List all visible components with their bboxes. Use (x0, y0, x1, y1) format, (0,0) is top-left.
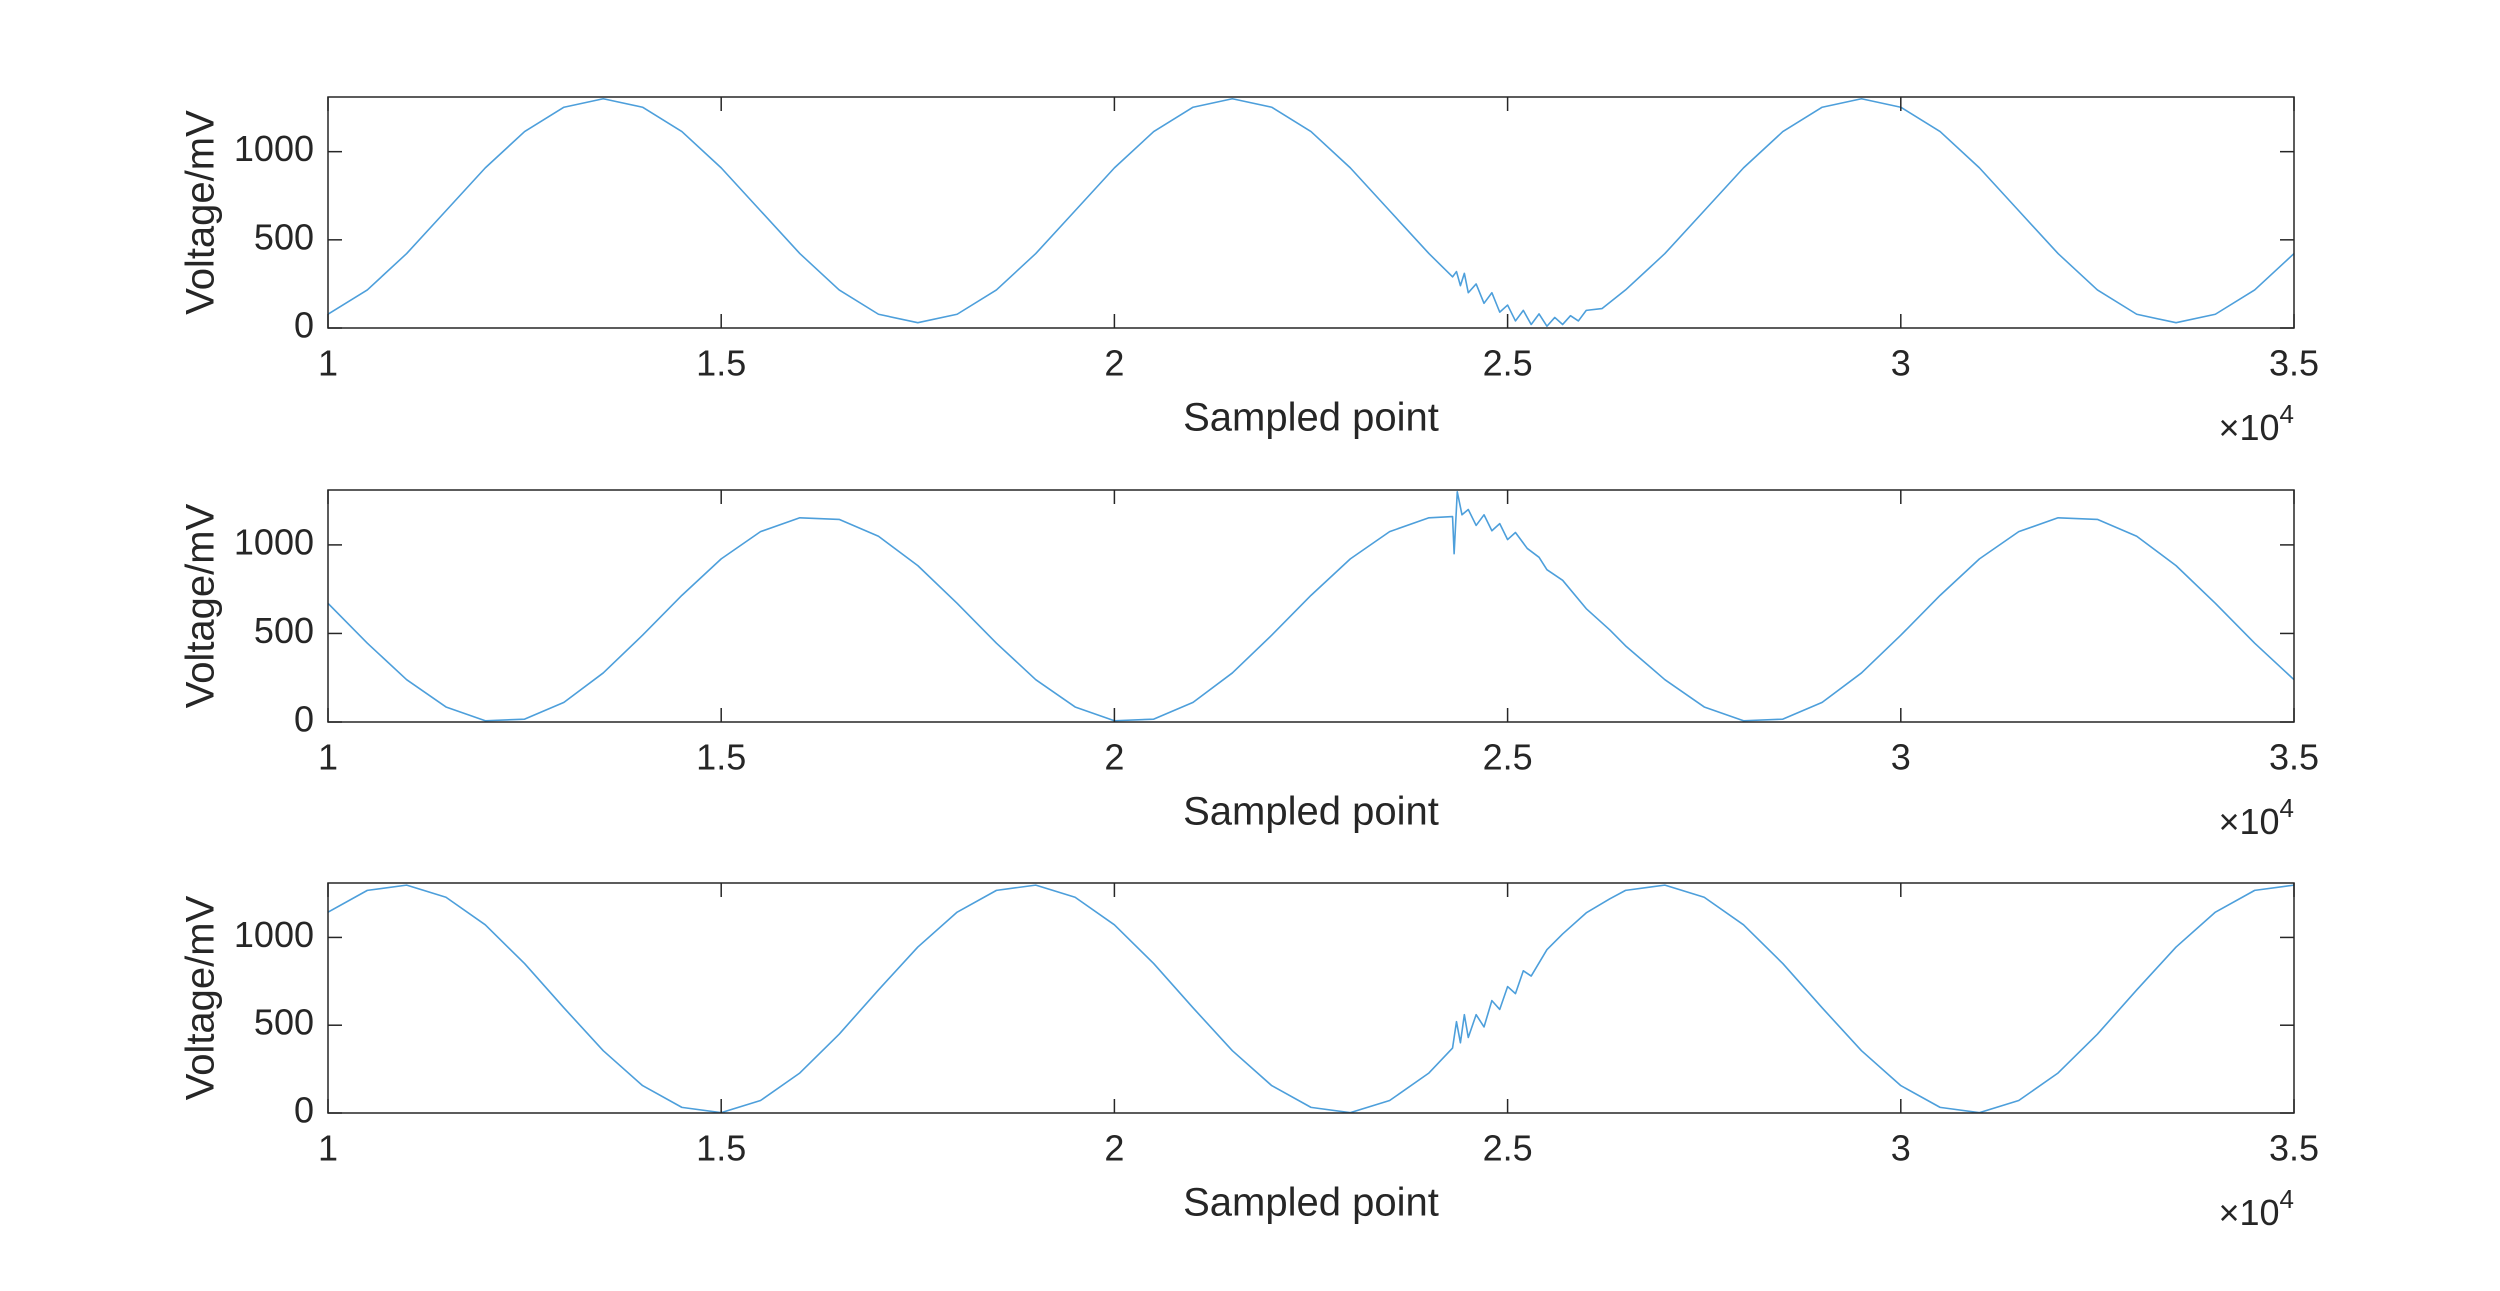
x-exponent: ×104 (2218, 1184, 2294, 1233)
axes-box (327, 882, 2295, 1114)
x-tick-label: 1 (318, 1128, 338, 1169)
x-tick-label: 3 (1891, 1128, 1911, 1169)
data-line (328, 884, 2294, 1113)
y-tick-label: 1000 (234, 521, 314, 562)
x-tick-label: 3 (1891, 343, 1911, 384)
y-tick-label: 0 (294, 699, 314, 740)
y-tick-label: 0 (294, 1090, 314, 1131)
data-line (328, 97, 2294, 328)
subplot: 1 1.5 2 2.5 3 3.5 0 500 1000 Sampled point Voltage… (179, 882, 2319, 1233)
y-axis-label: Voltage/mV (179, 110, 223, 315)
axes-box (327, 96, 2295, 329)
y-axis-label: Voltage/mV (179, 503, 223, 708)
x-tick-label: 1.5 (696, 1128, 746, 1169)
x-tick-label: 2.5 (1483, 1128, 1533, 1169)
x-tick-label: 2 (1104, 737, 1124, 778)
x-tick-label: 1.5 (696, 737, 746, 778)
x-exponent-base: ×10 (2218, 1192, 2279, 1233)
x-exponent-base: ×10 (2218, 407, 2279, 448)
x-axis-label: Sampled point (1183, 396, 1439, 440)
x-exponent: ×104 (2218, 793, 2294, 842)
subplot: 1 1.5 2 2.5 3 3.5 0 500 1000 Sampled point Voltage… (179, 489, 2319, 842)
x-exponent: ×104 (2218, 399, 2294, 448)
x-tick-label: 3.5 (2269, 737, 2319, 778)
x-exponent-power: 4 (2280, 399, 2294, 429)
x-tick-label: 2 (1104, 1128, 1124, 1169)
x-axis-label: Sampled point (1183, 790, 1439, 834)
x-tick-label: 3 (1891, 737, 1911, 778)
y-axis-label: Voltage/mV (179, 895, 223, 1100)
y-tick-label: 1000 (234, 914, 314, 955)
x-tick-label: 1.5 (696, 343, 746, 384)
x-tick-label: 1 (318, 737, 338, 778)
y-tick-label: 500 (254, 610, 314, 651)
x-axis-label: Sampled point (1183, 1181, 1439, 1225)
x-tick-label: 2 (1104, 343, 1124, 384)
data-line (328, 490, 2294, 722)
plot-area (328, 490, 2294, 722)
x-exponent-power: 4 (2280, 1184, 2294, 1214)
y-tick-label: 500 (254, 216, 314, 257)
y-tick-label: 0 (294, 305, 314, 346)
subplot: 1 1.5 2 2.5 3 3.5 0 500 1000 Sampled point Voltage… (179, 96, 2319, 448)
plot-area (328, 884, 2294, 1113)
y-tick-label: 500 (254, 1002, 314, 1043)
x-tick-label: 1 (318, 343, 338, 384)
x-tick-label: 2.5 (1483, 343, 1533, 384)
x-exponent-base: ×10 (2218, 801, 2279, 842)
plot-area (328, 97, 2294, 328)
x-tick-label: 3.5 (2269, 1128, 2319, 1169)
y-tick-label: 1000 (234, 128, 314, 169)
x-tick-label: 3.5 (2269, 343, 2319, 384)
x-tick-label: 2.5 (1483, 737, 1533, 778)
axes-box (327, 489, 2295, 723)
x-exponent-power: 4 (2280, 793, 2294, 823)
